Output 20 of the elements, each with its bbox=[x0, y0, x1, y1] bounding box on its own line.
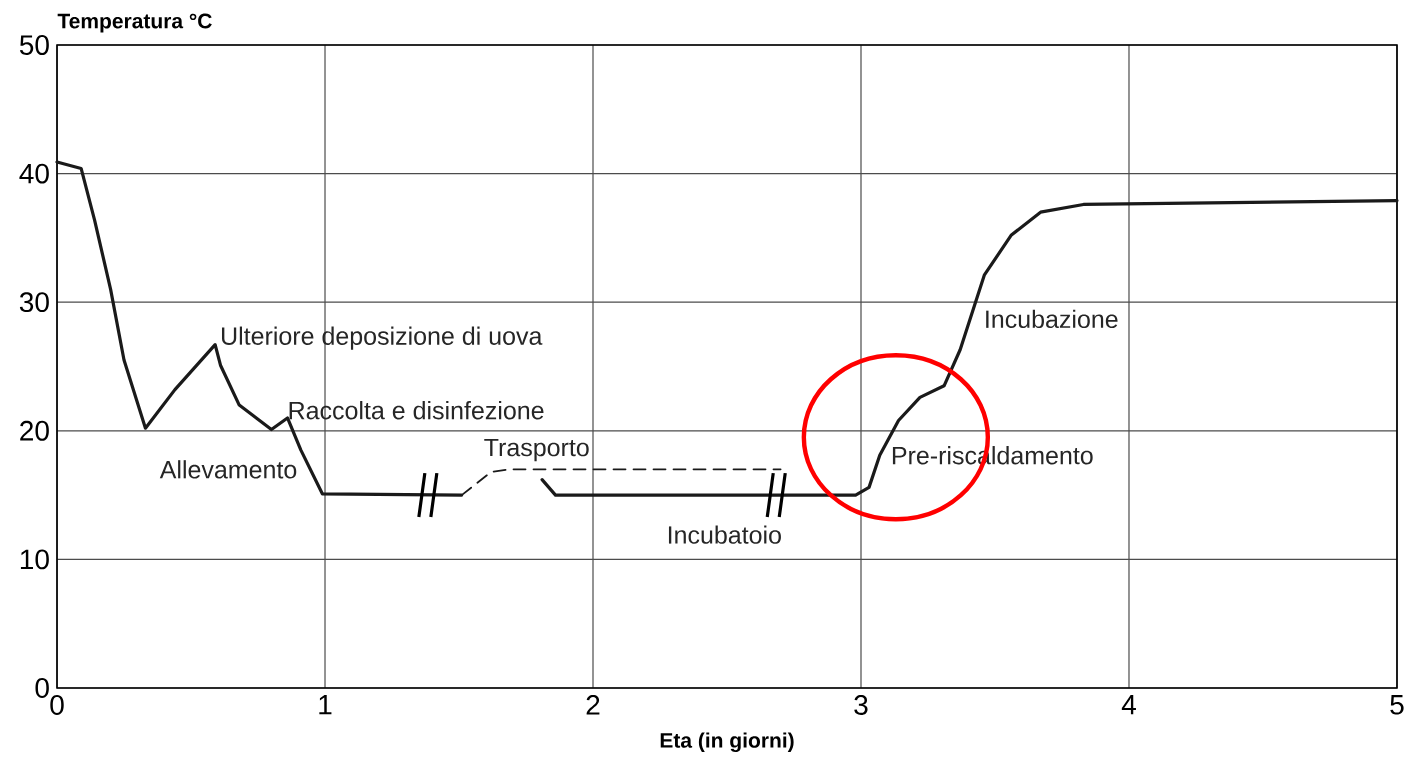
x-tick-label: 4 bbox=[1121, 695, 1136, 715]
x-tick-label: 0 bbox=[50, 695, 64, 715]
x-tick-label: 2 bbox=[586, 695, 600, 715]
annotation: Raccolta e disinfezione bbox=[289, 401, 544, 420]
y-tick-label: 20 bbox=[20, 420, 49, 441]
annotation: Ulteriore deposizione di uova bbox=[222, 326, 543, 350]
y-tick-label: 50 bbox=[19, 35, 49, 55]
annotation: Allevamento bbox=[159, 460, 297, 479]
y-tick-label: 0 bbox=[35, 678, 49, 698]
x-tick-label: 5 bbox=[1390, 695, 1404, 715]
x-tick-label: 1 bbox=[319, 695, 332, 715]
x-axis-title: Eta (in giorni) bbox=[660, 732, 794, 753]
annotation: Incubatoio bbox=[668, 525, 781, 544]
y-axis-title: Temperatura °C bbox=[57, 13, 212, 33]
annotation: Incubazione bbox=[986, 309, 1118, 329]
y-tick-label: 40 bbox=[19, 163, 49, 184]
y-tick-label: 10 bbox=[20, 549, 49, 570]
y-tick-label: 30 bbox=[19, 292, 49, 313]
annotation: Trasporto bbox=[484, 438, 589, 462]
x-tick-label: 3 bbox=[854, 695, 868, 715]
